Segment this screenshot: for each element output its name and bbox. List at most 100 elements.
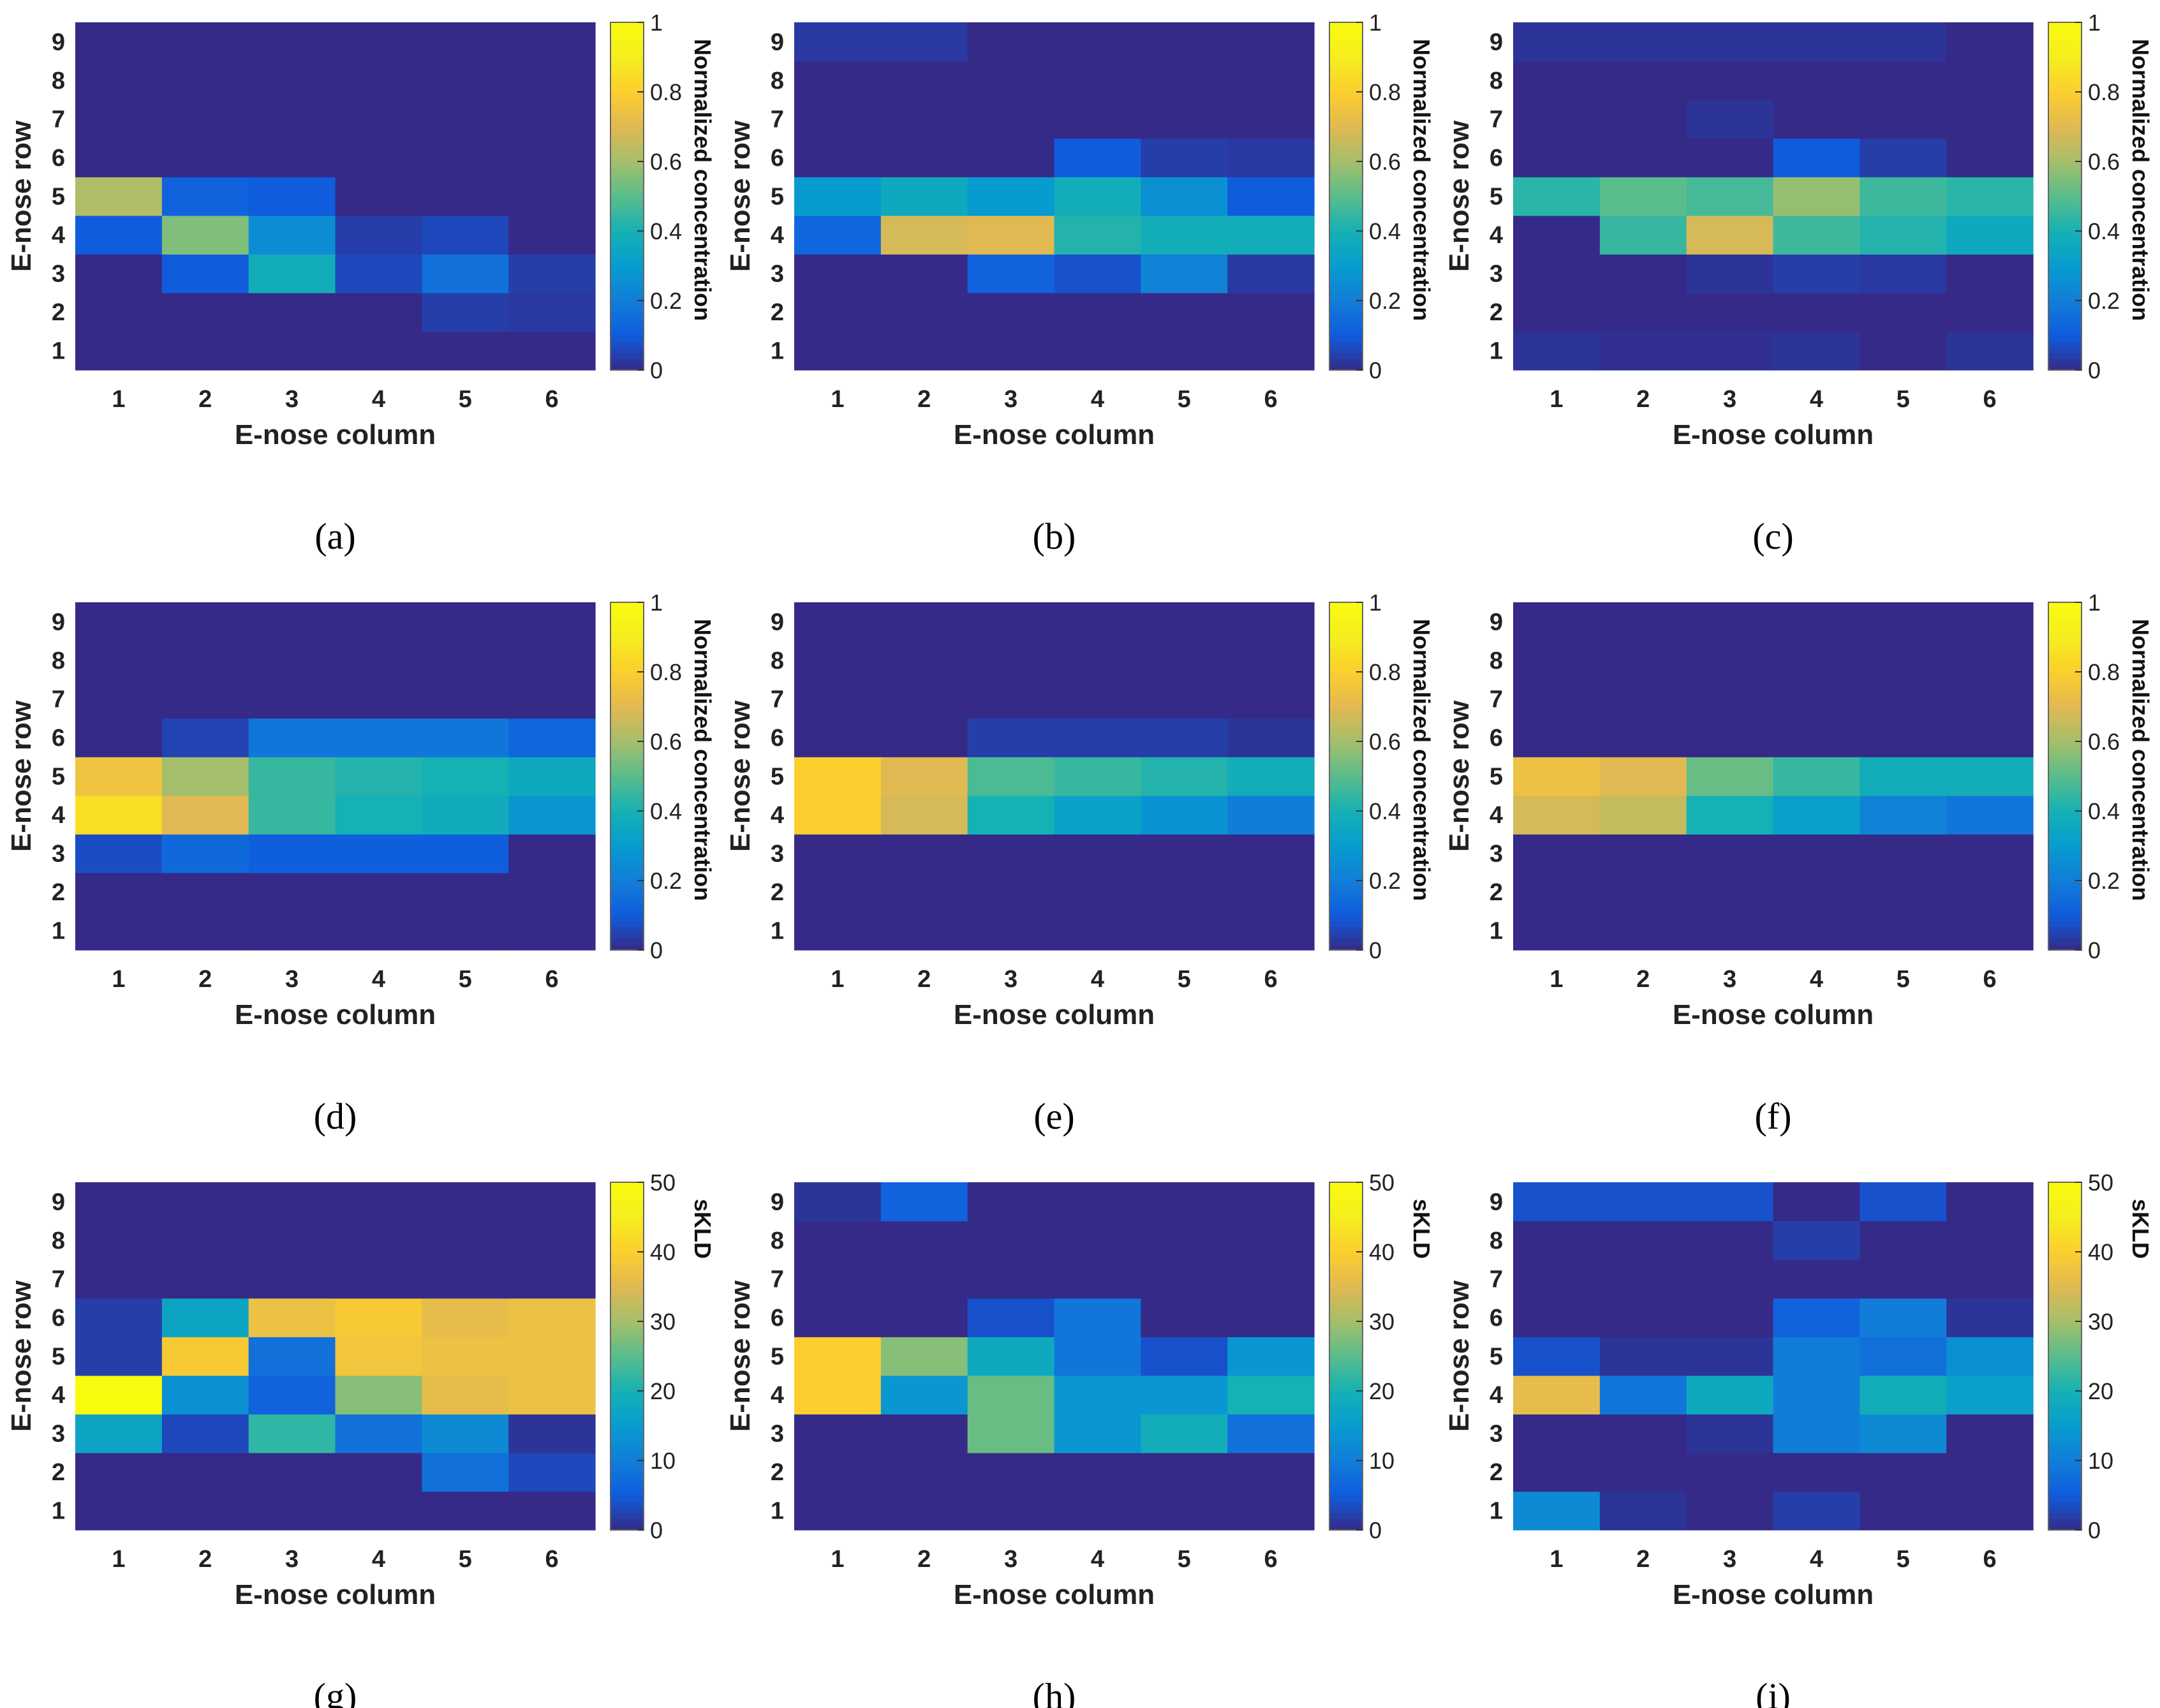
colorbar-segment <box>1329 346 1363 353</box>
heatmap-cell <box>1686 795 1774 835</box>
colorbar-segment <box>2048 660 2082 667</box>
colorbar-tick-label: 0 <box>2088 357 2101 383</box>
heatmap-cell <box>1860 1414 1947 1453</box>
colorbar-segment <box>2048 735 2082 742</box>
colorbar-segment <box>2048 729 2082 736</box>
colorbar-segment <box>2048 706 2082 713</box>
heatmap-cell <box>248 795 336 835</box>
heatmap-panel: 1 2 3 4 5 6 1 2 3 4 5 6 7 8 9 E-nose column E-nose row 0 0… <box>1444 590 2154 1137</box>
heatmap-cell <box>422 872 509 912</box>
colorbar-segment <box>2048 1437 2082 1444</box>
colorbar-segment <box>1329 1315 1363 1322</box>
colorbar-segment <box>2048 1240 2082 1247</box>
colorbar-segment <box>2048 1478 2082 1484</box>
colorbar-segment <box>2048 40 2082 46</box>
heatmap-cell <box>1141 872 1228 912</box>
heatmap-cell <box>1773 1337 1860 1376</box>
heatmap-cell <box>248 1337 336 1376</box>
colorbar-segment <box>1329 665 1363 672</box>
colorbar-segment <box>610 109 644 115</box>
colorbar-segment <box>610 1211 644 1218</box>
heatmap-cell <box>1860 834 1947 873</box>
heatmap-cell <box>1141 292 1228 332</box>
colorbar-segment <box>1329 695 1363 702</box>
x-axis-label: E-nose column <box>235 999 436 1030</box>
colorbar-segment <box>610 1234 644 1241</box>
colorbar-segment <box>2048 764 2082 771</box>
colorbar-segment <box>2048 364 2082 371</box>
heatmap-cell <box>1227 911 1315 951</box>
colorbar-segment <box>610 1222 644 1229</box>
colorbar-segment <box>1329 1524 1363 1531</box>
heatmap-cell <box>508 215 596 255</box>
heatmap-cell <box>967 834 1055 873</box>
colorbar-tick-label: 0.2 <box>650 868 682 894</box>
heatmap-cell <box>1686 215 1774 255</box>
colorbar-segment <box>2048 1506 2082 1513</box>
y-tick-label: 2 <box>52 1459 65 1486</box>
heatmap-cell <box>75 1337 163 1376</box>
heatmap-cell <box>880 911 968 951</box>
heatmap-cell <box>880 641 968 680</box>
heatmap-cell <box>1686 1414 1774 1453</box>
heatmap-cell <box>422 292 509 332</box>
heatmap-cell <box>1599 757 1687 796</box>
colorbar-tick-label: 1 <box>650 10 663 36</box>
colorbar-segment <box>1329 312 1363 318</box>
y-tick-label: 8 <box>1490 1228 1503 1254</box>
heatmap-cell <box>794 138 882 177</box>
heatmap-cell <box>1860 679 1947 719</box>
heatmap-cell <box>248 254 336 293</box>
colorbar-segment <box>1329 648 1363 655</box>
colorbar-segment <box>610 625 644 632</box>
heatmap-cell <box>1860 61 1947 100</box>
colorbar-segment <box>610 352 644 359</box>
heatmap-cell <box>1686 1182 1774 1222</box>
heatmap-cell <box>1141 602 1228 642</box>
heatmap-cell <box>422 1414 509 1453</box>
heatmap-cell <box>794 292 882 332</box>
heatmap-cell <box>1227 1452 1315 1492</box>
colorbar-tick-label: 0.6 <box>2088 729 2120 755</box>
heatmap-cell <box>75 138 163 177</box>
colorbar-frame <box>2048 1182 2082 1531</box>
heatmap-cell <box>1599 100 1687 139</box>
colorbar-segment <box>610 932 644 939</box>
colorbar-segment <box>1329 944 1363 951</box>
heatmap-cell <box>967 1375 1055 1415</box>
x-axis-label: E-nose column <box>954 419 1155 450</box>
colorbar-segment <box>610 1362 644 1369</box>
x-tick-label: 2 <box>198 386 212 413</box>
heatmap-cell <box>1686 834 1774 873</box>
y-tick-label: 3 <box>52 261 65 288</box>
heatmap-cell <box>1141 1221 1228 1260</box>
heatmap-cell <box>1946 1414 2034 1453</box>
heatmap-cell <box>335 254 422 293</box>
colorbar-segment <box>2048 840 2082 847</box>
y-tick-label: 2 <box>1490 879 1503 906</box>
colorbar-segment <box>1329 608 1363 614</box>
colorbar-tick-label: 0 <box>650 1517 663 1543</box>
heatmap-cell <box>794 1298 882 1337</box>
colorbar-segment <box>2048 689 2082 695</box>
colorbar-segment <box>1329 660 1363 667</box>
heatmap-cell <box>967 718 1055 757</box>
colorbar-segment <box>610 695 644 702</box>
colorbar-segment <box>1329 1309 1363 1316</box>
heatmap-cell <box>75 1375 163 1415</box>
colorbar-segment <box>610 753 644 759</box>
y-tick-label: 2 <box>1490 299 1503 326</box>
panel-caption: (f) <box>1755 1095 1792 1137</box>
heatmap-cell <box>794 757 882 796</box>
heatmap-panel: 1 2 3 4 5 6 1 2 3 4 5 6 7 8 9 E-nose column E-nose row 0 0… <box>6 10 716 557</box>
colorbar-segment <box>2048 1211 2082 1218</box>
heatmap-cell <box>880 1182 968 1222</box>
colorbar-segment <box>610 1339 644 1345</box>
heatmap-cell <box>508 177 596 216</box>
heatmap-cell <box>1773 718 1860 757</box>
heatmap-cell <box>1773 1414 1860 1453</box>
colorbar-segment <box>2048 1448 2082 1455</box>
heatmap-cell <box>967 254 1055 293</box>
heatmap-cell <box>1686 679 1774 719</box>
colorbar-segment <box>2048 1373 2082 1380</box>
